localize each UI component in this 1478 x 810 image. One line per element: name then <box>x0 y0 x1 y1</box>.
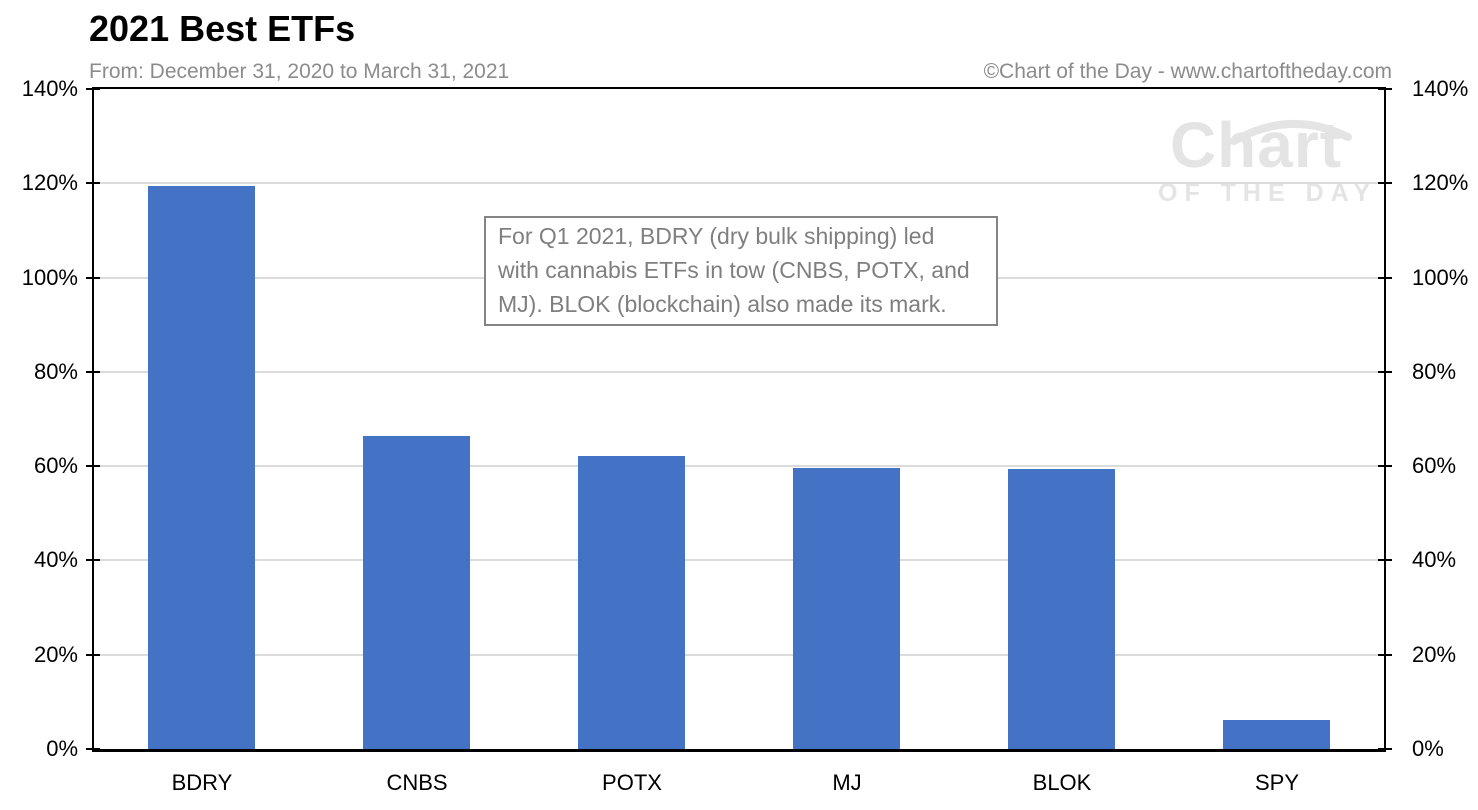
y-tick-label-left-20: 20% <box>33 642 78 667</box>
y-tick-label-right-140: 140% <box>1412 76 1469 101</box>
category-label-mj: MJ <box>832 770 862 795</box>
y-axis-right-tick-140 <box>1378 88 1392 90</box>
category-label-cnbs: CNBS <box>386 770 448 795</box>
chart-subtitle: From: December 31, 2020 to March 31, 202… <box>89 60 510 83</box>
y-axis-left-tick-120 <box>86 182 100 184</box>
bar-bdry <box>148 186 255 749</box>
y-tick-label-left-60: 60% <box>33 453 78 478</box>
y-axis-left-tick-100 <box>86 277 100 279</box>
gridline-120 <box>94 182 1384 184</box>
category-label-blok: BLOK <box>1032 770 1092 795</box>
annotation-box: For Q1 2021, BDRY (dry bulk shipping) le… <box>484 216 998 326</box>
y-axis-left-tick-20 <box>86 654 100 656</box>
y-tick-label-right-100: 100% <box>1412 265 1469 290</box>
y-axis-right-tick-60 <box>1378 465 1392 467</box>
bar-blok <box>1008 469 1115 749</box>
copyright-text: ©Chart of the Day - www.chartoftheday.co… <box>983 60 1392 83</box>
plot-area: Chart OF THE DAY For Q1 2021, BDRY (dry … <box>92 87 1386 752</box>
y-tick-label-right-20: 20% <box>1412 642 1457 667</box>
gridline-80 <box>94 371 1384 373</box>
y-tick-label-left-40: 40% <box>33 547 78 572</box>
y-axis-right-tick-0 <box>1378 748 1392 750</box>
y-tick-label-right-80: 80% <box>1412 359 1457 384</box>
y-tick-label-right-60: 60% <box>1412 453 1457 478</box>
y-axis-right-tick-80 <box>1378 371 1392 373</box>
y-axis-right-tick-20 <box>1378 654 1392 656</box>
category-label-spy: SPY <box>1254 770 1300 795</box>
y-axis-right-tick-100 <box>1378 277 1392 279</box>
watermark-arc-icon <box>1230 120 1352 145</box>
y-axis-left-tick-140 <box>86 88 100 90</box>
watermark-logo: Chart OF THE DAY <box>1158 113 1370 207</box>
bar-spy <box>1223 720 1330 749</box>
y-axis-right-tick-40 <box>1378 559 1392 561</box>
bar-potx <box>578 456 685 749</box>
y-tick-label-left-140: 140% <box>21 76 78 101</box>
bar-cnbs <box>363 436 470 749</box>
y-axis-left-tick-0 <box>86 748 100 750</box>
y-axis-left-tick-40 <box>86 559 100 561</box>
gridline-60 <box>94 465 1384 467</box>
y-tick-label-left-0: 0% <box>46 736 78 761</box>
y-tick-label-left-80: 80% <box>33 359 78 384</box>
y-tick-label-left-100: 100% <box>21 265 78 290</box>
category-label-bdry: BDRY <box>171 770 233 795</box>
bar-mj <box>793 468 900 749</box>
y-axis-right-tick-120 <box>1378 182 1392 184</box>
y-tick-label-left-120: 120% <box>21 170 78 195</box>
gridline-20 <box>94 654 1384 656</box>
y-tick-label-right-0: 0% <box>1412 736 1444 761</box>
gridline-40 <box>94 559 1384 561</box>
y-tick-label-right-120: 120% <box>1412 170 1469 195</box>
y-axis-left-tick-60 <box>86 465 100 467</box>
y-axis-left-tick-80 <box>86 371 100 373</box>
chart-title: 2021 Best ETFs <box>89 8 356 49</box>
y-tick-label-right-40: 40% <box>1412 547 1457 572</box>
category-label-potx: POTX <box>602 770 662 795</box>
